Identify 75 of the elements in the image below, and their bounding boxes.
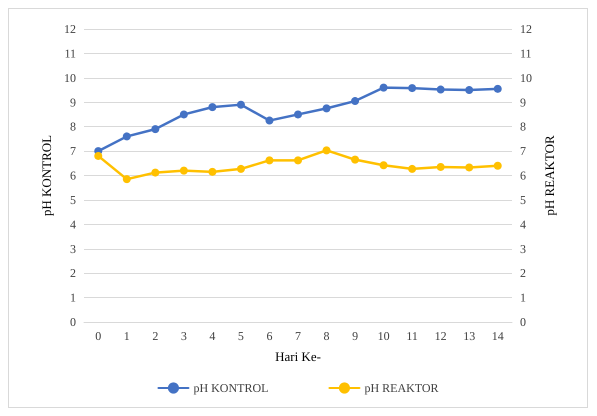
point: [380, 84, 388, 92]
point: [265, 156, 274, 164]
x-tick-label: 9: [352, 329, 358, 343]
x-tick-label: 11: [406, 329, 418, 343]
y2-axis-title: pH REAKTOR: [542, 135, 557, 216]
y-tick-label: 6: [70, 168, 76, 182]
legend-label: pH REAKTOR: [364, 381, 439, 395]
x-tick-label: 1: [124, 329, 130, 343]
x-tick-label: 7: [295, 329, 301, 343]
point: [180, 166, 188, 175]
y-tick-label: 3: [70, 242, 76, 256]
point: [122, 175, 131, 184]
point: [236, 164, 245, 173]
point: [436, 162, 445, 171]
point: [494, 162, 502, 170]
point: [180, 110, 188, 118]
y2-tick-label: 11: [520, 46, 532, 60]
y-tick-label: 0: [70, 315, 76, 329]
point: [265, 116, 274, 125]
y2-tick-label: 3: [520, 242, 526, 256]
point: [322, 104, 331, 112]
point: [294, 156, 302, 164]
point: [351, 97, 360, 106]
y-tick-label: 4: [70, 217, 76, 232]
y2-tick-label: 10: [520, 70, 532, 85]
y-tick-label: 5: [70, 192, 76, 207]
point: [351, 156, 360, 164]
point: [436, 86, 445, 94]
y-tick-label: 9: [70, 95, 76, 110]
point: [208, 103, 216, 112]
x-tick-label: 2: [152, 329, 158, 343]
point: [408, 84, 416, 92]
x-tick-label: 8: [324, 329, 330, 343]
point: [94, 152, 102, 160]
point: [494, 84, 502, 93]
y-tick-label: 1: [70, 290, 76, 305]
point: [208, 168, 216, 176]
point: [408, 164, 416, 173]
x-tick-label: 3: [180, 329, 187, 343]
point: [122, 132, 131, 140]
y2-tick-label: 1: [520, 290, 526, 305]
y-tick-label: 11: [64, 46, 76, 60]
y-tick-label: 8: [70, 120, 76, 134]
x-tick-label: 6: [266, 329, 272, 343]
y2-tick-label: 5: [520, 192, 526, 207]
point: [151, 125, 160, 134]
point: [465, 86, 474, 94]
y-tick-label: 7: [70, 144, 76, 158]
y2-tick-label: 9: [520, 95, 526, 110]
x-tick-label: 12: [434, 329, 447, 343]
x-tick-label: 13: [463, 329, 476, 343]
point: [236, 100, 245, 109]
y2-tick-label: 8: [520, 120, 526, 134]
point: [465, 163, 474, 172]
y2-tick-label: 7: [520, 144, 526, 158]
x-tick-label: 10: [378, 329, 390, 343]
x-tick-label: 5: [238, 329, 244, 343]
legend-label: pH KONTROL: [193, 381, 268, 395]
y-tick-label: 2: [70, 266, 76, 280]
point: [151, 168, 160, 177]
y2-tick-label: 2: [520, 266, 526, 280]
point: [322, 146, 331, 154]
x-axis-title: Hari Ke-: [275, 349, 321, 364]
y-tick-label: 12: [64, 22, 76, 36]
x-tick-label: 0: [95, 329, 102, 343]
point: [294, 110, 302, 118]
y-axis-title: pH KONTROL: [39, 134, 54, 216]
y2-tick-label: 0: [520, 315, 526, 329]
x-tick-label: 4: [209, 329, 216, 343]
y2-tick-label: 6: [520, 168, 526, 182]
y-tick-label: 10: [64, 70, 76, 85]
point: [380, 161, 388, 170]
x-tick-label: 14: [492, 329, 504, 343]
y2-tick-label: 4: [520, 217, 526, 232]
y2-tick-label: 12: [520, 22, 532, 36]
